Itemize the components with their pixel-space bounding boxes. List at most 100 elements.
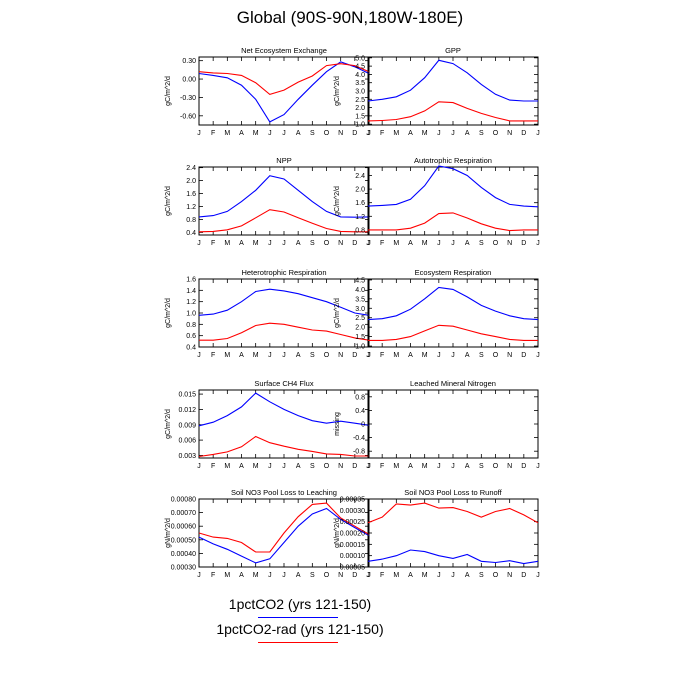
y-tick-label: 1.4 [186,288,196,295]
x-tick-label: A [296,240,301,247]
y-tick-label: 0.4 [186,345,196,352]
x-tick-label: S [479,130,484,137]
x-tick-label: N [507,130,512,137]
y-tick-label: 0.6 [186,333,196,340]
y-tick-label: 1.6 [186,191,196,198]
x-tick-label: A [296,463,301,470]
x-tick-label: O [324,572,330,579]
x-tick-label: A [408,352,413,359]
y-tick-label: 1.0 [186,311,196,318]
y-tick-label: 0.003 [178,453,196,460]
x-tick-label: N [507,572,512,579]
plot-frame [198,278,370,348]
series-line-blue [367,165,539,208]
y-axis-label: gC/m^2/d [334,76,341,106]
x-tick-label: M [393,240,399,247]
legend-line-red [258,642,338,643]
x-tick-label: M [224,240,230,247]
x-tick-label: N [338,352,343,359]
x-tick-label: J [282,240,286,247]
plot-frame [198,166,370,236]
chart-title: Autotrophic Respiration [414,156,492,165]
y-tick-label: -0.60 [180,113,196,120]
x-tick-label: J [282,352,286,359]
legend-item-1pctco2-rad: 1pctCO2-rad (yrs 121-150) [216,621,384,637]
series-line-blue [367,286,539,321]
plot-frame [367,166,539,236]
x-tick-label: D [352,240,357,247]
x-tick-label: F [380,240,384,247]
chart-title: Surface CH4 Flux [254,379,313,388]
x-tick-label: A [465,572,470,579]
x-tick-label: A [239,463,244,470]
x-tick-label: A [465,463,470,470]
x-tick-label: S [310,463,315,470]
y-tick-label: 0.006 [178,438,196,445]
x-tick-label: J [268,130,272,137]
x-tick-label: O [493,130,499,137]
x-tick-label: J [437,463,441,470]
x-tick-label: A [296,352,301,359]
plot-frame [367,56,539,126]
x-tick-label: J [268,352,272,359]
x-tick-label: J [367,463,371,470]
x-tick-label: A [408,240,413,247]
y-tick-label: 1.0 [355,344,365,351]
x-tick-label: A [239,240,244,247]
y-tick-label: 0.00025 [340,519,365,526]
y-tick-label: 0.8 [186,322,196,329]
chart-title: GPP [445,46,461,55]
y-tick-label: 1.6 [355,200,365,207]
x-tick-label: D [352,463,357,470]
x-tick-label: S [310,240,315,247]
y-tick-label: 3.0 [355,306,365,313]
x-tick-label: D [352,130,357,137]
series-line-blue [198,175,370,218]
x-tick-label: J [268,240,272,247]
legend-item-1pctco2: 1pctCO2 (yrs 121-150) [228,596,372,612]
series-line-blue [367,59,538,102]
series-line-red [198,502,370,553]
y-tick-label: 2.0 [355,105,365,112]
y-tick-label: 3.0 [355,89,365,96]
y-tick-label: 0.00015 [340,542,365,549]
y-tick-label: 0.00 [182,77,196,84]
x-tick-label: O [324,130,330,137]
y-tick-label: 1.6 [186,277,196,284]
y-tick-label: 0.015 [178,392,196,399]
y-axis-label: gC/m^2/d [165,409,172,439]
y-tick-label: 4.0 [355,287,365,294]
x-tick-label: A [465,240,470,247]
x-tick-label: J [367,240,371,247]
x-tick-label: D [521,463,526,470]
x-tick-label: F [380,572,384,579]
x-tick-label: J [451,463,455,470]
series-line-blue [198,288,370,316]
y-tick-label: 0.00040 [171,551,196,558]
y-tick-label: 0.00070 [171,510,196,517]
y-tick-label: 1.5 [355,113,365,120]
y-tick-label: 0.4 [186,230,196,237]
x-tick-label: J [366,572,370,579]
legend-line-blue [258,617,338,618]
x-tick-label: M [253,130,259,137]
x-tick-label: J [451,130,455,137]
x-tick-label: D [521,130,526,137]
x-tick-label: J [366,352,370,359]
x-tick-label: J [282,572,286,579]
x-tick-label: N [338,240,343,247]
x-tick-label: D [352,572,357,579]
y-axis-label: gC/m^2/d [334,298,341,328]
chart-title: Ecosystem Respiration [415,268,492,277]
chart-panel-3: NPP gC/m^2/d 0.4 0.8 1.2 1.6 2.0 2.4 J F M A M J J A S O N… [165,156,371,247]
x-tick-label: S [479,352,484,359]
y-tick-label: 0.00080 [171,497,196,504]
x-tick-label: F [211,352,215,359]
x-tick-label: A [239,352,244,359]
y-axis-label: gC/m^2/d [165,186,172,216]
series-line-blue [198,392,370,427]
x-tick-label: A [408,572,413,579]
y-tick-label: 0.00005 [340,565,365,572]
chart-panel-2: GPP gC/m^2/d 1.0 1.52.02.53.0 3.54.04.5 5.0 J F… [334,46,540,137]
series-line-red [367,502,539,524]
